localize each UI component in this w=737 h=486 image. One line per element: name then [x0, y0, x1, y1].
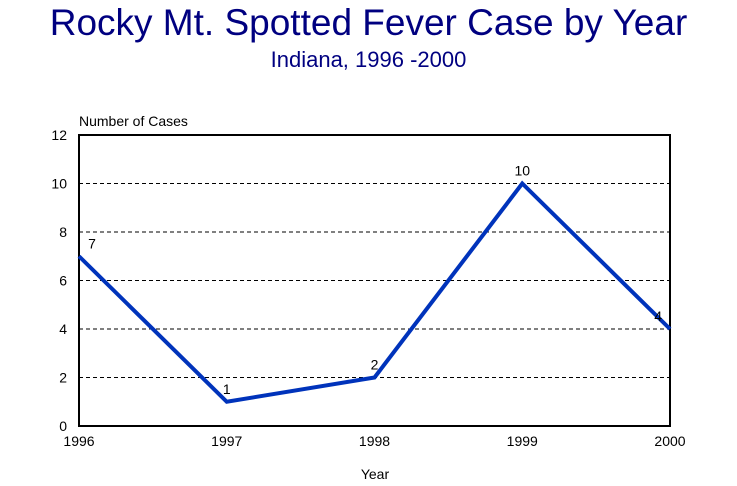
x-tick-label: 1998 [359, 433, 390, 449]
chart-title: Rocky Mt. Spotted Fever Case by Year [49, 2, 688, 43]
y-tick-label: 10 [51, 176, 67, 192]
plot-frame [78, 134, 671, 427]
x-tick-label: 1999 [507, 433, 538, 449]
data-label: 1 [223, 381, 231, 397]
y-tick-label: 12 [51, 127, 67, 143]
y-tick-label: 6 [59, 273, 67, 289]
y-tick-label: 8 [59, 224, 67, 240]
y-tick-label: 2 [59, 370, 67, 386]
x-tick-label: 1997 [211, 433, 242, 449]
x-axis-label: Year [361, 466, 390, 482]
x-tick-label: 1996 [63, 433, 94, 449]
y-tick-label: 4 [59, 321, 67, 337]
data-label: 10 [514, 163, 530, 179]
data-label: 4 [654, 308, 662, 324]
data-line [77, 180, 672, 404]
data-label: 7 [88, 235, 96, 251]
data-label: 2 [371, 357, 379, 373]
y-tick-label: 0 [59, 418, 67, 434]
y-axis-label: Number of Cases [79, 113, 188, 129]
chart-subtitle: Indiana, 1996 -2000 [270, 47, 467, 72]
x-tick-label: 2000 [654, 433, 685, 449]
